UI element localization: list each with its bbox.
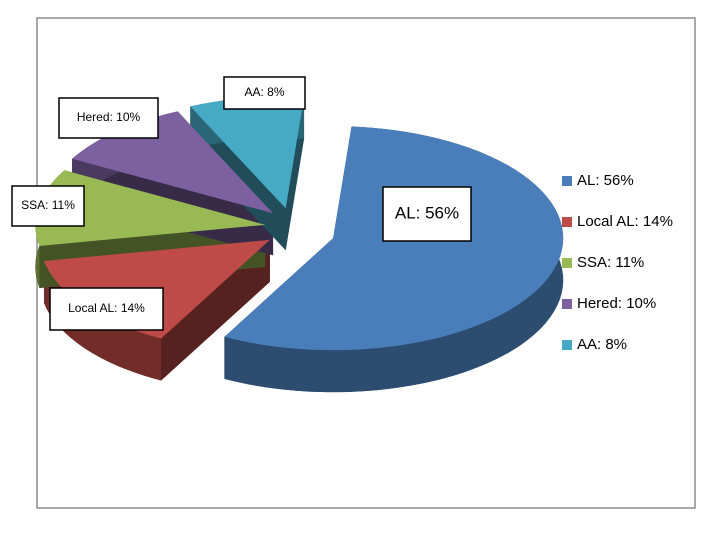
legend-swatch: [562, 217, 572, 227]
legend-label: SSA: 11%: [577, 254, 644, 271]
legend-label: Hered: 10%: [577, 295, 656, 312]
legend-label: Local AL: 14%: [577, 213, 673, 230]
legend-label: AA: 8%: [577, 336, 627, 353]
data-label: SSA: 11%: [21, 198, 75, 212]
legend-swatch: [562, 176, 572, 186]
data-label-box: [382, 186, 472, 242]
data-label: AL: 56%: [395, 203, 459, 222]
data-label: Hered: 10%: [77, 110, 141, 124]
legend-swatch: [562, 340, 572, 350]
data-label: AA: 8%: [244, 85, 284, 99]
legend-label: AL: 56%: [577, 172, 634, 189]
legend-swatch: [562, 258, 572, 268]
data-label-box: [49, 287, 164, 331]
slice: [35, 170, 266, 246]
data-label-box: [223, 76, 306, 110]
data-label-box: [11, 185, 85, 227]
data-label-box: [58, 97, 159, 139]
legend: AL: 56% Local AL: 14% SSA: 11% Hered: 10% AA…: [562, 172, 673, 353]
data-labels: AL: 56% Local AL: 14% SSA: 11% Hered: 10% AA…: [11, 76, 472, 331]
legend-swatch: [562, 299, 572, 309]
slice: [190, 96, 305, 209]
data-label: Local AL: 14%: [68, 301, 145, 315]
